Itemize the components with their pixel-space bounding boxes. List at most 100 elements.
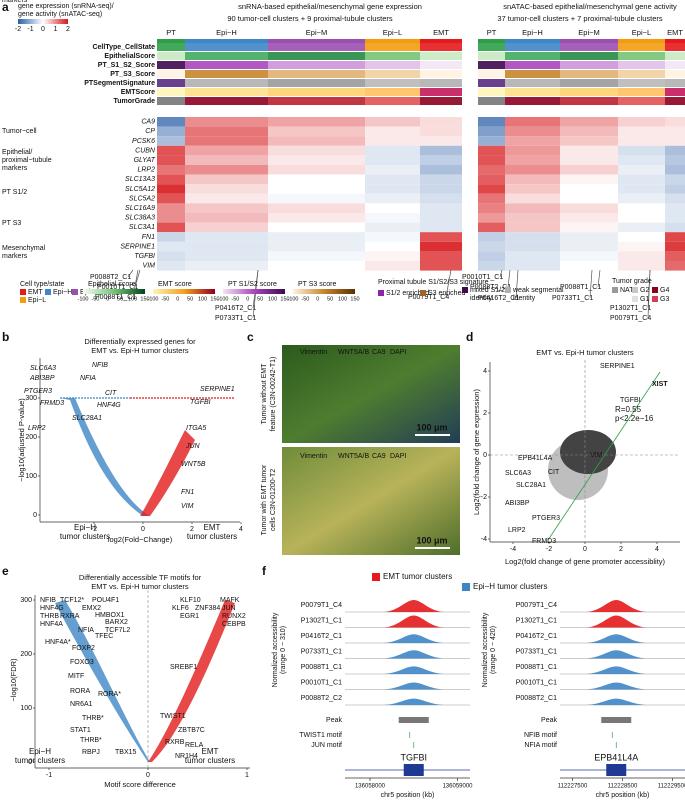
panel-letter: f [262,564,267,578]
heatmap-cell [185,126,268,137]
legend-tick: 150 [210,296,219,302]
legend-tick: 100 [128,296,137,302]
legend-title: PT S3 score [298,281,336,288]
heatmap-cell [157,193,185,204]
heatmap-subtitle: 37 tumor-cell clusters + 7 proximal-tubu… [497,14,663,23]
y-axis-label: Log2(fold change of gene expression) [472,389,481,515]
annotation-cell [365,61,420,69]
y-tick-label: 0 [28,759,32,766]
heatmap-cell [420,155,462,165]
sample-label: P0079T1_C4 [408,294,449,301]
heatmap-cell [185,222,268,233]
gene-label: SLC3A1 [129,224,155,231]
heatmap-cell [618,241,665,252]
group-bar [157,39,185,43]
legend-tick: 50 [257,296,263,302]
gene-label: TGFBI [401,752,428,762]
heatmap-cell [420,232,462,242]
legend-gradient [83,289,145,294]
gene-label: TGFBI [190,399,211,406]
annotation-row-label: PTSegmentSignature [84,80,155,87]
motif-label: HMBOX1 [95,612,125,619]
x-tick-label: 4 [655,546,659,553]
group-bar [665,39,685,43]
legend-swatch [652,287,658,293]
gene-label: EPB41L4A [518,455,553,462]
gene-label: TGFBI [134,253,155,260]
heatmap-cell [478,155,505,165]
group-bar [618,39,665,43]
heatmap-cell [268,174,365,185]
heatmap-cell [505,145,560,156]
heatmap-cell [157,232,185,242]
track-label: P1302T1_C1 [301,617,342,624]
sample-label: P0088T2_C1 [470,284,511,291]
heatmap-cell [365,261,420,271]
annotation-cell [505,79,560,87]
heatmap-cell [560,222,618,233]
gene-label: EPB41L4A [594,752,638,762]
track [345,650,470,659]
annotation-cell [665,70,685,78]
heatmap-cell [420,241,462,252]
heatmap-cell [365,165,420,175]
motif-label: STAT1 [70,727,91,734]
group-bar [268,39,365,43]
gene-label: LRP2 [508,527,526,534]
heatmap-cell [420,184,462,194]
motif-label: HNF4G [40,605,64,612]
heatmap-cell [478,126,505,137]
heatmap-cell [478,222,505,233]
track [560,666,685,674]
legend-tick: -100 [217,296,228,302]
side-label: feature (C3N-00242-T1) [270,357,277,432]
leader-line [647,269,651,319]
heatmap-cell [185,193,268,204]
x-tick-label: 136059000 [442,784,473,790]
sample-label: P0010T1_C1 [462,274,503,281]
heatmap-cell [505,174,560,185]
y-axis-label: (range 0 − 420) [490,626,497,674]
heatmap-cell [185,117,268,127]
heatmap-cell [560,184,618,194]
annotation-cell [365,97,420,105]
motif-label: THRB [40,613,59,620]
legend-swatch [45,289,51,295]
track-label: P0010T1_C1 [516,679,557,686]
panel-letter: c [247,330,254,344]
stat-label: p<2.2e−16 [615,414,654,423]
motif-label: KLF10 [180,597,201,604]
track [560,600,685,612]
heatmap-cell [618,232,665,242]
gene-label: FRMD3 [532,538,556,545]
y-tick-label: 4 [483,368,487,375]
heatmap-cell [268,155,365,165]
track [345,600,470,612]
y-tick-label: 2 [483,410,487,417]
exon [606,764,627,776]
legend-swatch [462,287,468,293]
heatmap-cell [268,117,365,127]
track [560,615,685,628]
track-label: P0733T1_C1 [516,648,557,655]
legend-label: EMT tumor clusters [383,572,452,581]
annotation-cell [185,97,268,105]
heatmap-cell [618,126,665,137]
y-axis-label: Normalized accessibility [482,612,489,687]
stain-label: CA9 [372,349,386,356]
heatmap-cell [420,193,462,204]
heatmap-cell [505,222,560,233]
track-label: P0088T2_C1 [516,695,557,702]
group-label: Epi−L [632,28,651,37]
leader-line [127,269,134,278]
heatmap-cell [505,251,560,261]
annotation-cell [478,88,505,96]
heatmap-cell [618,136,665,146]
gene-label: CP [145,128,155,135]
scale-tick: 0 [41,26,45,33]
heatmap-cell [420,203,462,213]
motif-label: FOXP2 [72,645,95,652]
annotation-cell [420,52,462,60]
stat-label: R=0.55 [615,405,642,414]
